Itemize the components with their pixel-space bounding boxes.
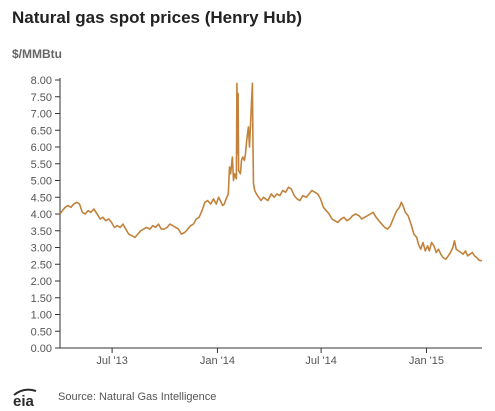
eia-logo-text: eia <box>13 393 35 408</box>
y-tick-label: 7.00 <box>31 109 52 121</box>
x-axis: Jul '13 Jan '14 Jul '14 Jan '15 <box>60 347 482 367</box>
price-series-line <box>59 82 483 262</box>
y-tick-label: 3.50 <box>31 226 52 238</box>
y-tick-label: 7.50 <box>31 92 52 104</box>
y-tick-label: 0.50 <box>31 326 52 338</box>
y-tick-label: 1.00 <box>31 310 52 322</box>
source-text: Source: Natural Gas Intelligence <box>58 391 217 403</box>
eia-logo: eia <box>13 388 37 408</box>
x-tick-label: Jul '14 <box>305 355 336 367</box>
chart-title: Natural gas spot prices (Henry Hub) <box>12 8 303 27</box>
y-tick-label: 4.00 <box>31 209 52 221</box>
y-tick-label: 2.50 <box>31 259 52 271</box>
y-tick-label: 1.50 <box>31 293 52 305</box>
y-tick-label: 4.50 <box>31 192 52 204</box>
y-axis: 0.00 0.50 1.00 1.50 2.00 2.50 3.00 3.50 4.00 4.50… <box>31 75 61 355</box>
y-tick-label: 5.50 <box>31 159 52 171</box>
x-tick-label: Jul '13 <box>96 355 127 367</box>
y-tick-label: 2.00 <box>31 276 52 288</box>
y-tick-label: 6.00 <box>31 142 52 154</box>
x-tick-label: Jan '14 <box>200 355 235 367</box>
series-group <box>59 82 483 262</box>
y-tick-label: 5.00 <box>31 176 52 188</box>
y-tick-label: 8.00 <box>31 75 52 87</box>
y-tick-label: 3.00 <box>31 243 52 255</box>
x-tick-label: Jan '15 <box>409 355 444 367</box>
y-axis-units-label: $/MMBtu <box>12 47 62 61</box>
footer: eia Source: Natural Gas Intelligence <box>10 386 216 408</box>
y-tick-label: 6.50 <box>31 125 52 137</box>
y-tick-label: 0.00 <box>31 343 52 355</box>
